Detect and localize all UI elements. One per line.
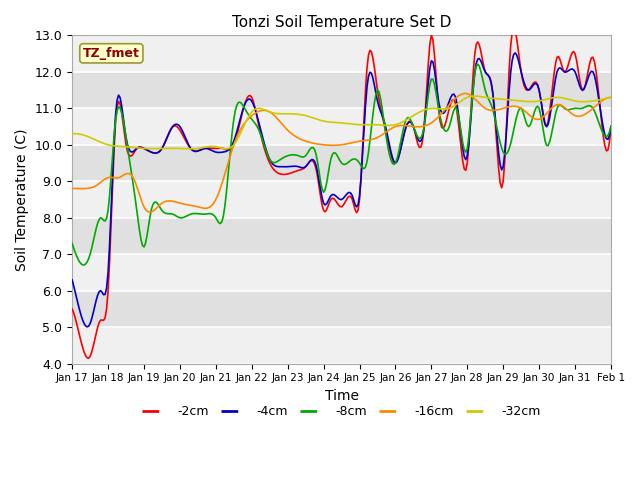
Bar bbox=[72, 72, 611, 108]
Bar bbox=[72, 291, 611, 327]
Bar bbox=[72, 108, 611, 145]
Bar bbox=[72, 145, 611, 181]
Text: TZ_fmet: TZ_fmet bbox=[83, 47, 140, 60]
Bar bbox=[72, 218, 611, 254]
Title: Tonzi Soil Temperature Set D: Tonzi Soil Temperature Set D bbox=[232, 15, 451, 30]
Bar bbox=[72, 36, 611, 72]
Bar bbox=[72, 327, 611, 364]
X-axis label: Time: Time bbox=[324, 389, 358, 403]
Legend: -2cm, -4cm, -8cm, -16cm, -32cm: -2cm, -4cm, -8cm, -16cm, -32cm bbox=[138, 400, 546, 423]
Bar bbox=[72, 181, 611, 218]
Bar bbox=[72, 254, 611, 291]
Y-axis label: Soil Temperature (C): Soil Temperature (C) bbox=[15, 128, 29, 271]
